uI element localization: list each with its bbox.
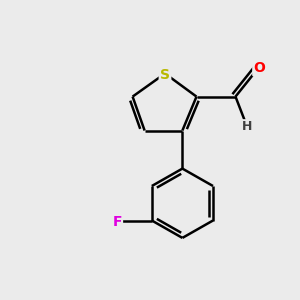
Text: S: S xyxy=(160,68,170,82)
Text: H: H xyxy=(242,120,252,134)
Text: F: F xyxy=(112,215,122,229)
Text: O: O xyxy=(254,61,266,75)
